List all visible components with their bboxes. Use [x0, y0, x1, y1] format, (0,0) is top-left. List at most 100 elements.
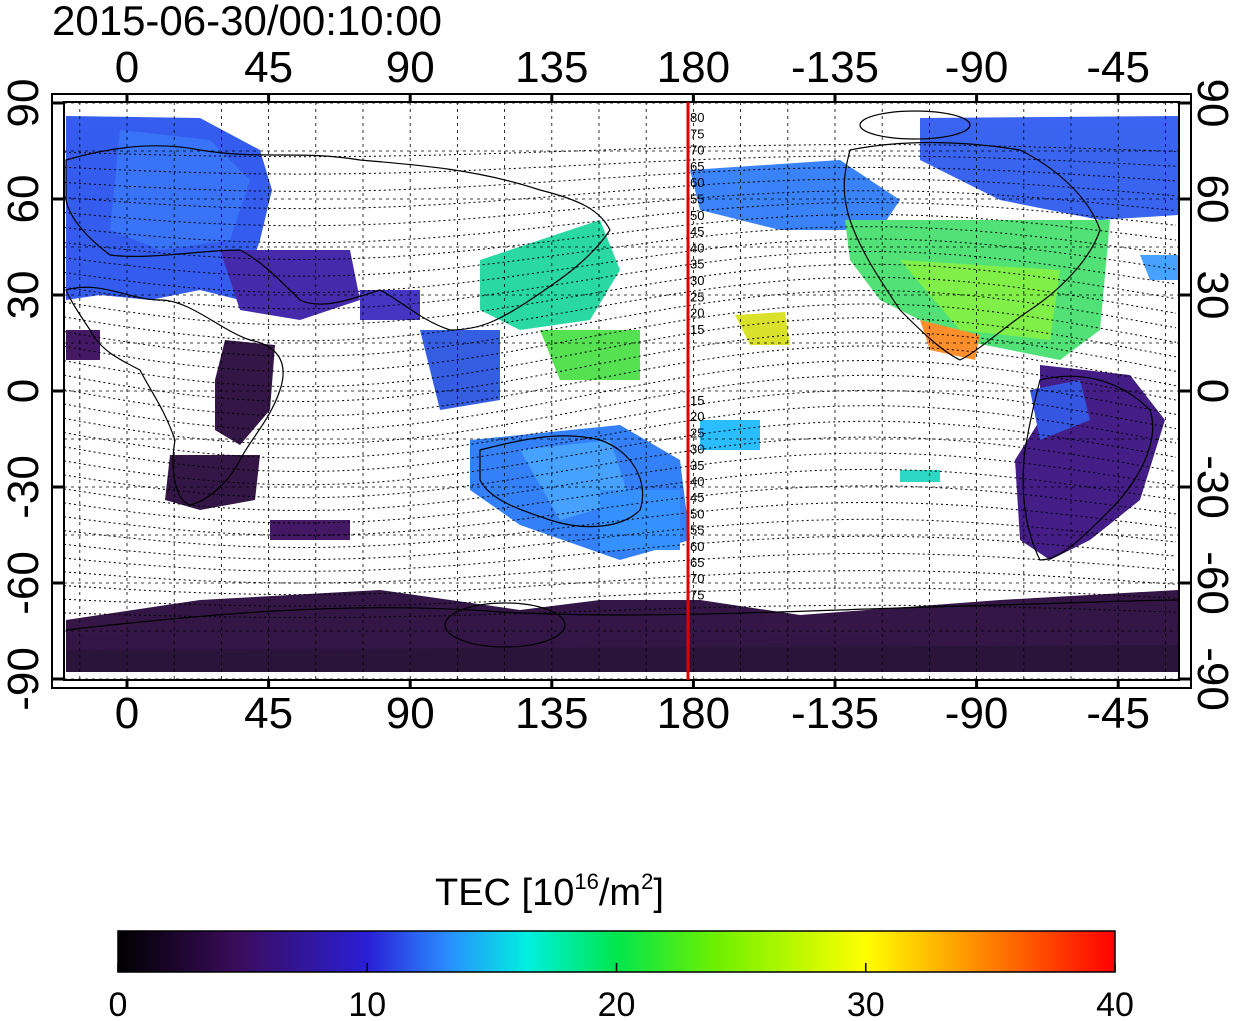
coast-africa — [65, 286, 284, 506]
right-lat-label: -30 — [1188, 455, 1235, 519]
meridian-label-north: 45 — [690, 224, 704, 239]
meridian-label-north: 20 — [690, 306, 704, 321]
coast-australia — [479, 435, 644, 528]
meridian-label-south: 70 — [690, 571, 704, 586]
meridian-label-north: 15 — [690, 322, 704, 337]
right-lat-label: 30 — [1188, 271, 1235, 320]
meridian-label-south: 60 — [690, 539, 704, 554]
magnetic-contour-line — [64, 155, 1177, 175]
meridian-label-north: 30 — [690, 273, 704, 288]
colorbar-title-prefix: TEC [10 — [435, 872, 574, 914]
meridian-label-north: 80 — [690, 110, 704, 125]
magnetic-contour-line — [64, 178, 1177, 210]
tec-region-europe-inner — [110, 130, 250, 250]
magnetic-contour-line — [64, 214, 1177, 260]
magnetic-contour-line — [64, 436, 1177, 499]
meridian-label-south: 40 — [690, 474, 704, 489]
colorbar-tick-label: 0 — [109, 986, 128, 1021]
tec-map: 8075706560555045403530252015152025303540… — [0, 43, 1235, 738]
meridian-label-north: 55 — [690, 192, 704, 207]
graticule-grid — [64, 102, 1179, 680]
colorbar-tick-label: 10 — [348, 986, 386, 1021]
tec-data-layer — [66, 116, 1178, 672]
magnetic-contour-line — [64, 389, 1177, 459]
magnetic-contour-line — [64, 468, 1177, 524]
meridian-label-south: 30 — [690, 442, 704, 457]
meridian-label-south: 55 — [690, 523, 704, 538]
top-lon-label: -135 — [791, 43, 879, 92]
magnetic-contour-line — [64, 202, 1177, 244]
tec-region-antarctica-south — [66, 645, 1178, 672]
magnetic-contour-line — [64, 290, 1177, 357]
magnetic-contour-line — [64, 238, 1177, 294]
meridian-label-north: 25 — [690, 289, 704, 304]
meridian-label-south: 25 — [690, 425, 704, 440]
magnetic-contour-line — [64, 345, 1177, 417]
tec-region-west-africa — [66, 330, 100, 360]
coast-antarctica — [65, 599, 1179, 631]
colorbar-tick-label: 40 — [1096, 986, 1134, 1021]
colorbar-title: TEC [1016/m2] — [435, 869, 664, 914]
meridian-label-north: 65 — [690, 159, 704, 174]
tec-region-atlantic-patch — [1140, 255, 1178, 280]
magnetic-contour-line — [64, 518, 1177, 560]
axis-ticks: 0 45 90 135 180 -135 -90 -450 45 90 135 180 -135 -90-… — [0, 43, 1235, 738]
magnetic-contour-line — [64, 317, 1177, 388]
left-lat-label: 60 — [0, 175, 48, 224]
magnetic-contour-line — [64, 331, 1177, 403]
magnetic-contour-line — [64, 303, 1177, 373]
meridian-label-south: 65 — [690, 555, 704, 570]
right-lat-label: 0 — [1188, 379, 1235, 403]
colorbar-title-mid: /m — [599, 872, 641, 914]
meridian-label-south: 45 — [690, 490, 704, 505]
tec-cells-south-pacific — [700, 420, 760, 450]
bottom-lon-label: -135 — [791, 689, 879, 738]
magnetic-contour-line — [64, 251, 1177, 310]
contour-north-magnetic-pole — [859, 110, 971, 140]
coast-eurasia — [65, 145, 611, 331]
colorbar-tick-label: 30 — [847, 986, 885, 1021]
magnetic-contour-line — [64, 190, 1177, 227]
meridian-label-south: 15 — [690, 393, 704, 408]
magnetic-contour-line — [64, 604, 1177, 618]
magnetic-contour-line — [64, 420, 1177, 486]
colorbar: TEC [1016/m2] 0 10 20 30 40 — [109, 869, 1134, 1021]
colorbar-tick-label: 20 — [598, 986, 636, 1021]
magnetic-contours — [64, 144, 1177, 618]
tec-region-south-africa — [165, 455, 260, 510]
right-lat-label: 90 — [1188, 79, 1235, 128]
magnetic-contour-line — [64, 570, 1177, 596]
bottom-lon-label: 90 — [386, 689, 435, 738]
meridian-label-north: 35 — [690, 257, 704, 272]
meridian-label-south: 20 — [690, 409, 704, 424]
tec-region-hawaii — [735, 312, 790, 345]
meridian-label-north: 40 — [690, 240, 704, 255]
tec-region-south-america-north — [1030, 380, 1090, 440]
left-lat-label: -90 — [0, 647, 48, 711]
tec-region-se-asia — [420, 330, 500, 410]
top-lon-label: 45 — [244, 43, 293, 92]
magnetic-contour-line — [64, 552, 1177, 584]
left-lat-label: 30 — [0, 271, 48, 320]
top-lon-label: 0 — [115, 43, 139, 92]
bottom-lon-label: 45 — [244, 689, 293, 738]
magnetic-contour-line — [64, 166, 1177, 192]
meridian-label-north: 60 — [690, 175, 704, 190]
left-lat-label: 0 — [0, 379, 48, 403]
top-lon-label: -90 — [945, 43, 1009, 92]
magnetic-contour-line — [64, 587, 1177, 607]
magnetic-contour-line — [64, 405, 1177, 472]
meridian-label-south: 50 — [690, 506, 704, 521]
contour-south-magnetic-pole — [444, 602, 566, 648]
right-lat-label: 60 — [1188, 175, 1235, 224]
tec-cells-se-pacific — [900, 470, 940, 482]
left-lat-label: -30 — [0, 455, 48, 519]
tec-region-east-asia — [480, 220, 620, 330]
top-lon-label: -45 — [1086, 43, 1150, 92]
magnetic-contour-line — [64, 263, 1177, 326]
colorbar-title-sup2: 2 — [641, 869, 653, 894]
colorbar-title-suffix: ] — [653, 872, 664, 914]
tec-region-africa — [215, 340, 275, 445]
top-lon-label: 135 — [515, 43, 588, 92]
bottom-lon-label: 135 — [515, 689, 588, 738]
